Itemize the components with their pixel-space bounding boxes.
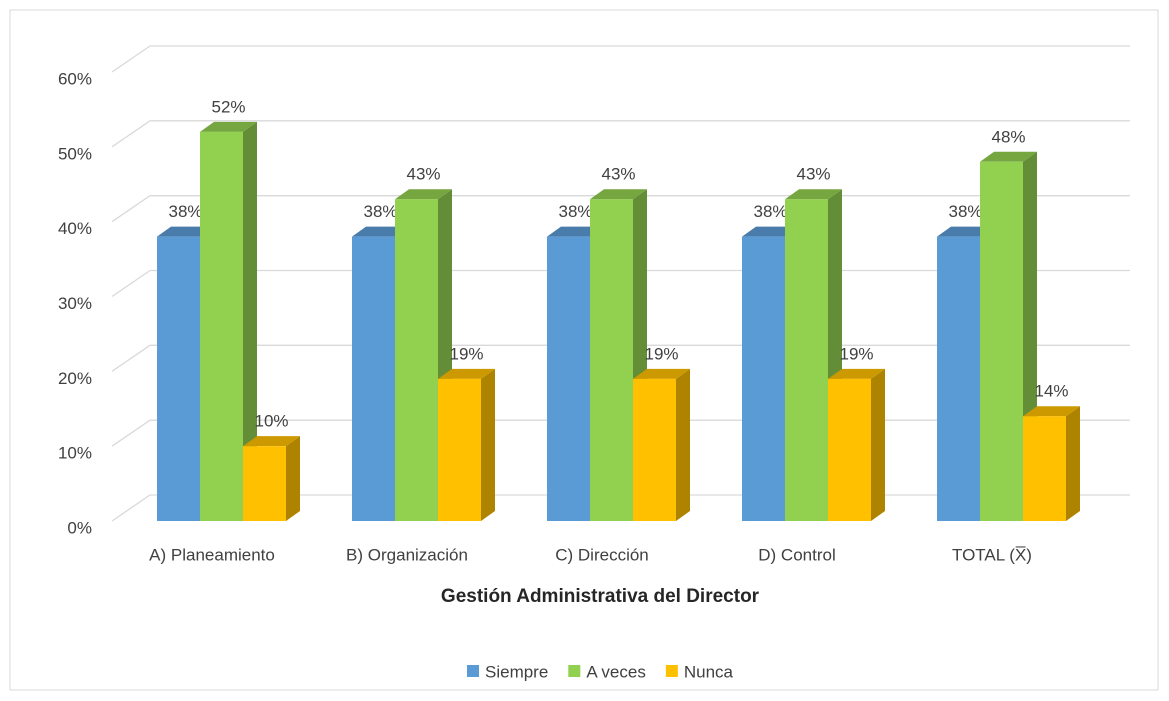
data-label: 43% [601, 165, 635, 184]
x-tick-label: B) Organización [346, 545, 468, 564]
data-label: 14% [1034, 382, 1068, 401]
bar [157, 236, 200, 521]
y-tick-label: 40% [58, 219, 92, 238]
bar [438, 378, 481, 521]
bar [828, 378, 871, 521]
data-label: 43% [406, 165, 440, 184]
bar [980, 161, 1023, 522]
bar-top [742, 226, 799, 237]
bar-top [633, 368, 690, 379]
data-label: 38% [363, 202, 397, 221]
bar-side [871, 368, 885, 521]
x-axis-label: Gestión Administrativa del Director [441, 586, 760, 607]
bar [785, 199, 828, 521]
y-tick-label: 20% [58, 369, 92, 388]
data-label: 38% [168, 202, 202, 221]
y-tick-label: 0% [67, 518, 92, 537]
bar [633, 378, 676, 521]
y-tick-label: 60% [58, 69, 92, 88]
bar-top [352, 226, 409, 237]
bar-top [200, 121, 257, 132]
bar [547, 236, 590, 521]
bar-side [243, 121, 257, 521]
bar-top [937, 226, 994, 237]
legend-swatch [568, 665, 581, 677]
y-tick-label: 10% [58, 444, 92, 463]
bar [1023, 416, 1066, 521]
bar [590, 199, 633, 521]
data-label: 38% [948, 202, 982, 221]
data-label: 19% [449, 344, 483, 363]
bar-side [286, 436, 300, 521]
grid-diagonal [111, 45, 151, 73]
data-label: 19% [839, 344, 873, 363]
data-label: 10% [254, 412, 288, 431]
bar-top [438, 368, 495, 379]
bar-top [547, 226, 604, 237]
bar-side [481, 368, 495, 521]
bar-top [785, 189, 842, 200]
bar-side [1066, 406, 1080, 521]
grid-diagonal [111, 419, 151, 447]
bar-top [828, 368, 885, 379]
bar [937, 236, 980, 521]
grid-diagonal [111, 195, 151, 223]
data-label: 43% [796, 165, 830, 184]
bar [395, 199, 438, 521]
data-label: 38% [753, 202, 787, 221]
data-label: 19% [644, 344, 678, 363]
bar [200, 131, 243, 521]
grid-diagonal [111, 120, 151, 148]
grid-diagonal [111, 269, 151, 298]
y-tick-label: 50% [58, 144, 92, 163]
bar-top [590, 189, 647, 200]
grid-diagonal [111, 344, 151, 372]
x-tick-label: D) Control [758, 545, 835, 564]
x-tick-label: A) Planeamiento [149, 545, 275, 564]
bar [742, 236, 785, 521]
bar-top [980, 151, 1037, 162]
x-tick-label: TOTAL (X̅) [952, 545, 1032, 564]
data-label: 48% [991, 127, 1025, 146]
grid-diagonal [111, 494, 151, 522]
x-tick-label: C) Dirección [555, 545, 649, 564]
y-tick-label: 30% [58, 294, 92, 313]
data-label: 52% [211, 97, 245, 116]
bar-top [243, 436, 300, 447]
bar-top [395, 189, 452, 200]
bar-top [157, 226, 214, 237]
legend-swatch [467, 665, 479, 677]
bar-top [1023, 406, 1080, 417]
bar [352, 236, 395, 521]
chart-border [9, 9, 1159, 691]
bar [243, 446, 286, 521]
bar-side [676, 368, 690, 521]
legend-label: Siempre [485, 662, 548, 681]
data-label: 38% [558, 202, 592, 221]
legend-swatch [665, 665, 678, 677]
legend-label: A veces [586, 662, 646, 681]
legend-label: Nunca [684, 662, 734, 681]
